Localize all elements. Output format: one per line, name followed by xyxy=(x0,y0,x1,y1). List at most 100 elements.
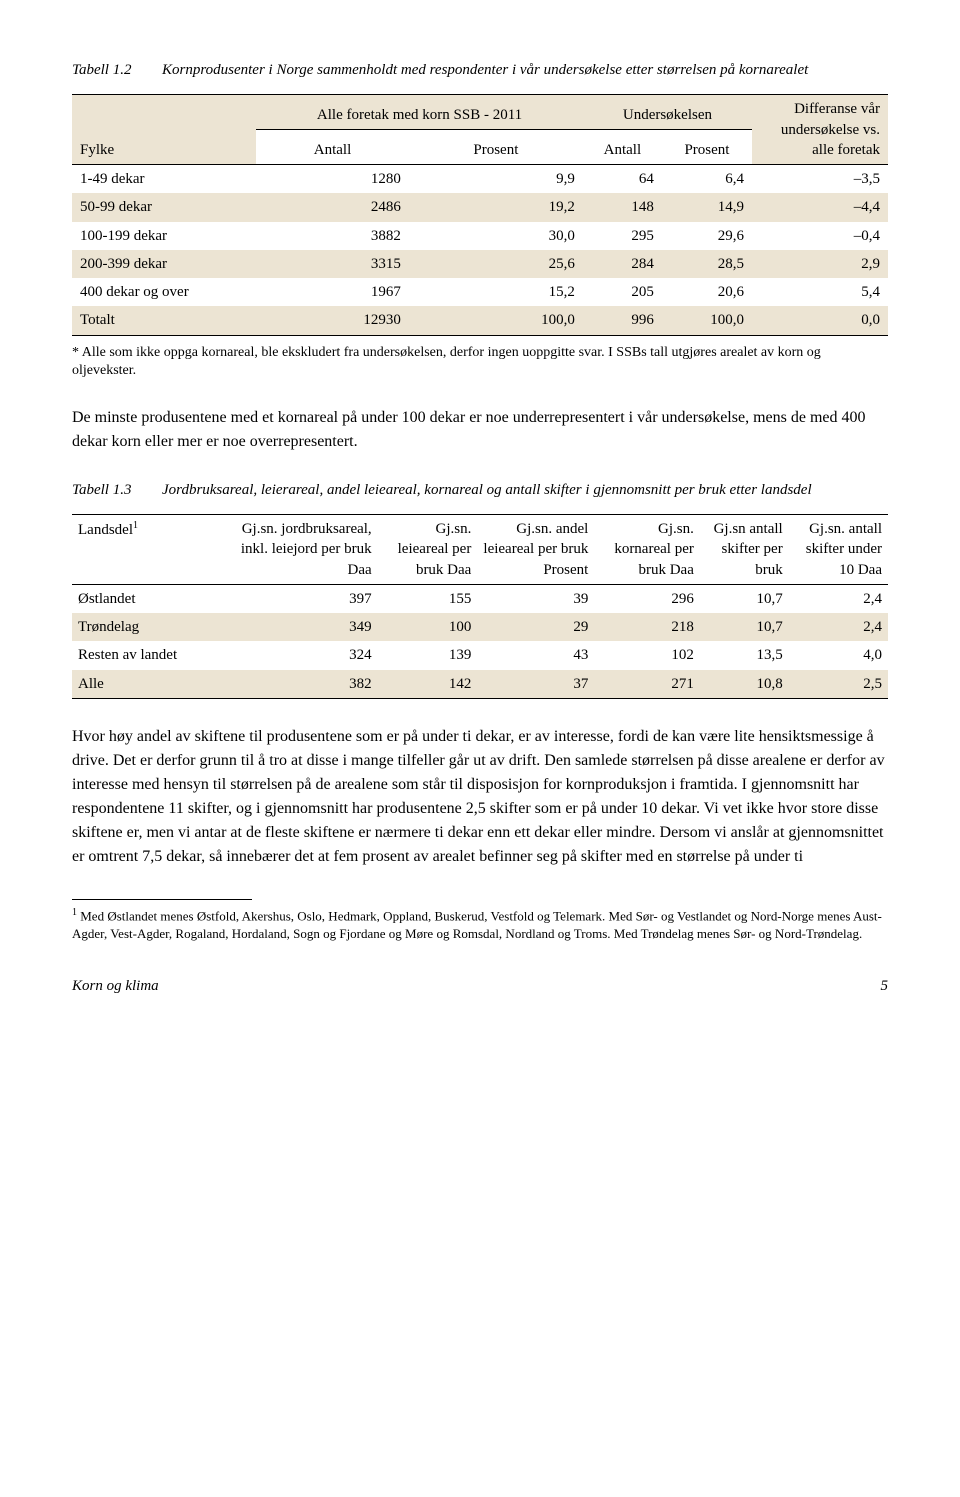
cell-l: Trøndelag xyxy=(72,613,214,641)
footer-right: 5 xyxy=(881,976,889,996)
table2-head-c4: Gj.sn. andel leieareal per bruk Prosent xyxy=(477,515,594,585)
table2: Landsdel1 Gj.sn. jordbruksareal, inkl. l… xyxy=(72,514,888,699)
table1-head-fylke: Fylke xyxy=(72,95,256,165)
table2-head-c6: Gj.sn antall skifter per bruk xyxy=(700,515,789,585)
endnote-1: 1 Med Østlandet menes Østfold, Akershus,… xyxy=(72,906,888,942)
table-row: 200-399 dekar331525,628428,52,9 xyxy=(72,250,888,278)
cell-v1: 397 xyxy=(214,584,378,613)
paragraph-2: Hvor høy andel av skiftene til produsent… xyxy=(72,725,888,869)
cell-bp: 28,5 xyxy=(662,250,752,278)
cell-l: Resten av landet xyxy=(72,641,214,669)
cell-v2: 142 xyxy=(378,670,478,699)
cell-v4: 218 xyxy=(594,613,700,641)
table-row: 400 dekar og over196715,220520,65,4 xyxy=(72,278,888,306)
cell-d: –0,4 xyxy=(752,222,888,250)
cell-v5: 10,8 xyxy=(700,670,789,699)
table2-head-c1: Landsdel1 xyxy=(72,515,214,585)
cell-v4: 102 xyxy=(594,641,700,669)
cell-a: 3882 xyxy=(256,222,409,250)
cell-a: 12930 xyxy=(256,306,409,335)
cell-label: 1-49 dekar xyxy=(72,165,256,194)
cell-v1: 349 xyxy=(214,613,378,641)
cell-label: Totalt xyxy=(72,306,256,335)
footnote-rule xyxy=(72,899,252,900)
cell-v3: 43 xyxy=(477,641,594,669)
table1-head-diff: Differanse vår undersøkelse vs. alle for… xyxy=(752,95,888,165)
table2-head-c3: Gj.sn. leieareal per bruk Daa xyxy=(378,515,478,585)
table1-desc: Kornprodusenter i Norge sammenholdt med … xyxy=(162,60,808,80)
cell-l: Alle xyxy=(72,670,214,699)
footer-left: Korn og klima xyxy=(72,976,159,996)
table1-sub-antall1: Antall xyxy=(256,130,409,165)
cell-l: Østlandet xyxy=(72,584,214,613)
cell-b: 148 xyxy=(583,193,662,221)
table-row: 50-99 dekar248619,214814,9–4,4 xyxy=(72,193,888,221)
cell-label: 400 dekar og over xyxy=(72,278,256,306)
cell-d: –4,4 xyxy=(752,193,888,221)
cell-b: 64 xyxy=(583,165,662,194)
cell-ap: 9,9 xyxy=(409,165,583,194)
cell-b: 284 xyxy=(583,250,662,278)
cell-v5: 10,7 xyxy=(700,613,789,641)
cell-v3: 39 xyxy=(477,584,594,613)
cell-a: 1967 xyxy=(256,278,409,306)
table2-title: Tabell 1.3 Jordbruksareal, leierareal, a… xyxy=(72,480,888,500)
cell-v4: 271 xyxy=(594,670,700,699)
table-row: Trøndelag3491002921810,72,4 xyxy=(72,613,888,641)
cell-b: 205 xyxy=(583,278,662,306)
cell-v3: 29 xyxy=(477,613,594,641)
paragraph-1: De minste produsentene med et kornareal … xyxy=(72,406,888,454)
cell-bp: 14,9 xyxy=(662,193,752,221)
table2-head-c2: Gj.sn. jordbruksareal, inkl. leiejord pe… xyxy=(214,515,378,585)
cell-bp: 6,4 xyxy=(662,165,752,194)
cell-ap: 19,2 xyxy=(409,193,583,221)
table1-sub-prosent2: Prosent xyxy=(662,130,752,165)
cell-bp: 20,6 xyxy=(662,278,752,306)
cell-d: 2,9 xyxy=(752,250,888,278)
cell-a: 2486 xyxy=(256,193,409,221)
cell-d: 5,4 xyxy=(752,278,888,306)
cell-v6: 2,5 xyxy=(789,670,888,699)
cell-d: 0,0 xyxy=(752,306,888,335)
table1-number: Tabell 1.2 xyxy=(72,60,162,80)
cell-v2: 139 xyxy=(378,641,478,669)
cell-v2: 100 xyxy=(378,613,478,641)
cell-v6: 4,0 xyxy=(789,641,888,669)
table1-title: Tabell 1.2 Kornprodusenter i Norge samme… xyxy=(72,60,888,80)
cell-ap: 100,0 xyxy=(409,306,583,335)
cell-v2: 155 xyxy=(378,584,478,613)
cell-v3: 37 xyxy=(477,670,594,699)
cell-ap: 15,2 xyxy=(409,278,583,306)
table1: Fylke Alle foretak med korn SSB - 2011 U… xyxy=(72,94,888,335)
cell-v5: 13,5 xyxy=(700,641,789,669)
cell-v6: 2,4 xyxy=(789,613,888,641)
table1-sub-antall2: Antall xyxy=(583,130,662,165)
cell-v1: 324 xyxy=(214,641,378,669)
table-row: Resten av landet3241394310213,54,0 xyxy=(72,641,888,669)
table2-desc: Jordbruksareal, leierareal, andel leiear… xyxy=(162,480,812,500)
cell-a: 1280 xyxy=(256,165,409,194)
cell-v6: 2,4 xyxy=(789,584,888,613)
table-row: 1-49 dekar12809,9646,4–3,5 xyxy=(72,165,888,194)
cell-label: 200-399 dekar xyxy=(72,250,256,278)
cell-ap: 25,6 xyxy=(409,250,583,278)
table-row: Totalt12930100,0996100,00,0 xyxy=(72,306,888,335)
cell-label: 50-99 dekar xyxy=(72,193,256,221)
cell-bp: 100,0 xyxy=(662,306,752,335)
table2-head-c7: Gj.sn. antall skifter under 10 Daa xyxy=(789,515,888,585)
table1-sub-prosent1: Prosent xyxy=(409,130,583,165)
table-row: Alle3821423727110,82,5 xyxy=(72,670,888,699)
table2-number: Tabell 1.3 xyxy=(72,480,162,500)
cell-label: 100-199 dekar xyxy=(72,222,256,250)
cell-v5: 10,7 xyxy=(700,584,789,613)
cell-d: –3,5 xyxy=(752,165,888,194)
cell-a: 3315 xyxy=(256,250,409,278)
table1-head-group1: Alle foretak med korn SSB - 2011 xyxy=(256,95,583,130)
cell-bp: 29,6 xyxy=(662,222,752,250)
cell-v4: 296 xyxy=(594,584,700,613)
table1-footnote: * Alle som ikke oppga kornareal, ble eks… xyxy=(72,344,888,380)
cell-v1: 382 xyxy=(214,670,378,699)
cell-b: 295 xyxy=(583,222,662,250)
cell-b: 996 xyxy=(583,306,662,335)
table1-head-group2: Undersøkelsen xyxy=(583,95,752,130)
